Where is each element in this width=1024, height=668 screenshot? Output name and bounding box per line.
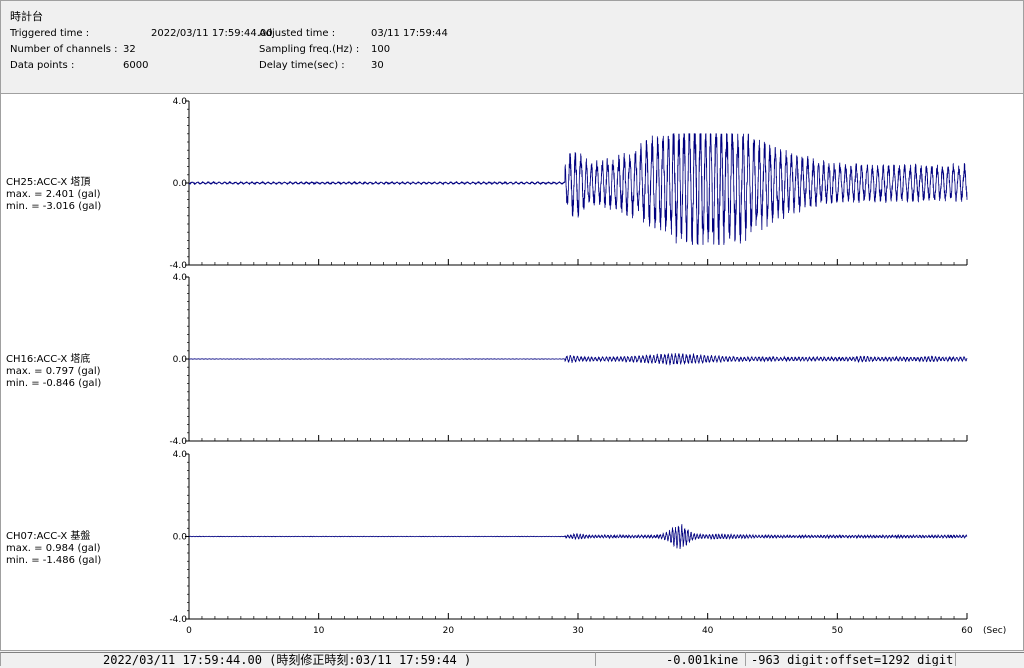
y-tick-label: 4.0	[173, 273, 188, 283]
x-tick-label: 30	[572, 626, 584, 636]
x-tick-label: 60	[961, 626, 973, 636]
channel-1-info: CH25:ACC-X 塔頂 max. = 2.401 (gal) min. = …	[6, 177, 101, 213]
triggered-time-label: Triggered time :	[10, 28, 90, 39]
channel-min: min. = -3.016 (gal)	[6, 201, 102, 212]
delay-time-label: Delay time(sec) :	[259, 60, 345, 71]
y-tick-label: -4.0	[169, 261, 187, 271]
channel-name: CH25:ACC-X 塔頂	[6, 177, 91, 188]
channel-max: max. = 0.984 (gal)	[6, 543, 101, 554]
delay-time-value: 30	[371, 60, 384, 71]
status-time: 2022/03/11 17:59:44.00 (時刻修正時刻:03/11 17:…	[0, 652, 595, 666]
channels-count-label: Number of channels :	[10, 44, 118, 55]
data-points-label: Data points :	[10, 60, 75, 71]
data-points-value: 6000	[123, 60, 149, 71]
waveform-trace	[188, 352, 968, 366]
status-empty-cell	[955, 652, 1024, 666]
waveform-trace	[188, 524, 968, 549]
triggered-time-value: 2022/03/11 17:59:44.00	[151, 28, 273, 39]
y-tick-label: 0.0	[173, 179, 188, 189]
x-tick-label: 40	[702, 626, 714, 636]
channel-max: max. = 0.797 (gal)	[6, 366, 101, 377]
channel-name: CH16:ACC-X 塔底	[6, 354, 91, 365]
status-digit: -963 digit:offset=1292 digit	[745, 652, 955, 666]
y-tick-label: 4.0	[173, 450, 188, 460]
y-tick-label: -4.0	[169, 437, 187, 447]
sampling-freq-value: 100	[371, 44, 391, 55]
station-title: 時計台	[10, 10, 43, 23]
y-tick-label: 0.0	[173, 533, 188, 543]
channel-max: max. = 2.401 (gal)	[6, 189, 101, 200]
sampling-freq-label: Sampling freq.(Hz) :	[259, 44, 360, 55]
status-value: -0.001kine	[595, 652, 745, 666]
x-tick-label: 50	[832, 626, 844, 636]
channels-count-value: 32	[123, 44, 136, 55]
channel-3-info: CH07:ACC-X 基盤 max. = 0.984 (gal) min. = …	[6, 531, 101, 567]
waveform-trace	[188, 133, 968, 245]
x-unit-label: (Sec)	[983, 626, 1006, 636]
channel-name: CH07:ACC-X 基盤	[6, 531, 91, 542]
channel-2-info: CH16:ACC-X 塔底 max. = 0.797 (gal) min. = …	[6, 354, 101, 390]
y-tick-label: -4.0	[169, 615, 187, 625]
x-tick-label: 10	[313, 626, 325, 636]
adjusted-time-value: 03/11 17:59:44	[371, 28, 448, 39]
waveform-plot-area[interactable]: 4.0 0.0 -4.0 4.0 0.0 -4.0 4.0 0.0 -4.0 0 10 20 30 40 5…	[0, 94, 1024, 650]
channel-min: min. = -0.846 (gal)	[6, 378, 102, 389]
channel-min: min. = -1.486 (gal)	[6, 555, 102, 566]
adjusted-time-label: Adjusted time :	[259, 28, 336, 39]
status-bar: 2022/03/11 17:59:44.00 (時刻修正時刻:03/11 17:…	[0, 650, 1024, 668]
x-tick-label: 0	[186, 626, 192, 636]
y-tick-label: 4.0	[173, 97, 188, 107]
x-tick-label: 20	[443, 626, 455, 636]
waveform-chart: 4.00.0-4.04.00.0-4.04.00.0-4.00 10 20 30 40 5…	[169, 97, 1006, 636]
y-tick-label: 0.0	[173, 355, 188, 365]
record-info-header: 時計台 Triggered time : 2022/03/11 17:59:44…	[0, 0, 1024, 94]
